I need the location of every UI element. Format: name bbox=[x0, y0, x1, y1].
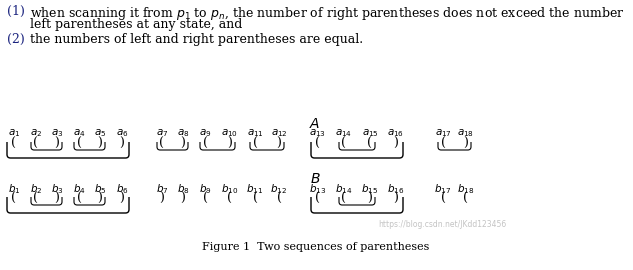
Text: $b_{18}$: $b_{18}$ bbox=[457, 182, 475, 196]
Text: $a_1$: $a_1$ bbox=[8, 127, 20, 139]
Text: $b_9$: $b_9$ bbox=[199, 182, 211, 196]
Text: $a_{12}$: $a_{12}$ bbox=[270, 127, 287, 139]
Text: (: ( bbox=[11, 192, 16, 205]
Text: $a_{14}$: $a_{14}$ bbox=[335, 127, 353, 139]
Text: $a_{16}$: $a_{16}$ bbox=[387, 127, 404, 139]
Text: $a_3$: $a_3$ bbox=[51, 127, 63, 139]
Text: ): ) bbox=[120, 137, 125, 150]
Text: $a_5$: $a_5$ bbox=[94, 127, 106, 139]
Text: $a_8$: $a_8$ bbox=[177, 127, 189, 139]
Text: ): ) bbox=[180, 192, 185, 205]
Text: $b_6$: $b_6$ bbox=[116, 182, 128, 196]
Text: ): ) bbox=[97, 137, 103, 150]
Text: ): ) bbox=[54, 137, 60, 150]
Text: $a_{11}$: $a_{11}$ bbox=[246, 127, 263, 139]
Text: (: ( bbox=[463, 192, 468, 205]
Text: (: ( bbox=[203, 192, 208, 205]
Text: $b_{13}$: $b_{13}$ bbox=[310, 182, 327, 196]
Text: (: ( bbox=[315, 192, 320, 205]
Text: (: ( bbox=[441, 192, 446, 205]
Text: (: ( bbox=[253, 192, 258, 205]
Text: ): ) bbox=[160, 192, 165, 205]
Text: $b_1$: $b_1$ bbox=[8, 182, 20, 196]
Text: left parentheses at any state, and: left parentheses at any state, and bbox=[30, 18, 242, 31]
Text: (: ( bbox=[11, 137, 16, 150]
Text: (: ( bbox=[77, 137, 82, 150]
Text: $a_7$: $a_7$ bbox=[156, 127, 168, 139]
Text: the numbers of left and right parentheses are equal.: the numbers of left and right parenthese… bbox=[30, 33, 363, 46]
Text: (2): (2) bbox=[7, 33, 25, 46]
Text: (: ( bbox=[441, 137, 446, 150]
Text: (: ( bbox=[368, 137, 372, 150]
Text: (: ( bbox=[77, 192, 82, 205]
Text: ): ) bbox=[394, 137, 398, 150]
Text: $a_{15}$: $a_{15}$ bbox=[361, 127, 379, 139]
Text: (: ( bbox=[34, 137, 39, 150]
Text: $a_2$: $a_2$ bbox=[30, 127, 42, 139]
Text: ): ) bbox=[227, 137, 232, 150]
Text: $B$: $B$ bbox=[310, 172, 320, 186]
Text: ): ) bbox=[180, 137, 185, 150]
Text: (: ( bbox=[227, 192, 232, 205]
Text: ): ) bbox=[463, 137, 468, 150]
Text: ): ) bbox=[368, 192, 372, 205]
Text: $a_4$: $a_4$ bbox=[73, 127, 85, 139]
Text: ): ) bbox=[277, 137, 282, 150]
Text: $a_6$: $a_6$ bbox=[116, 127, 128, 139]
Text: (1): (1) bbox=[7, 5, 25, 18]
Text: $b_7$: $b_7$ bbox=[156, 182, 168, 196]
Text: Figure 1  Two sequences of parentheses: Figure 1 Two sequences of parentheses bbox=[203, 242, 430, 252]
Text: $b_{10}$: $b_{10}$ bbox=[222, 182, 239, 196]
Text: $b_{11}$: $b_{11}$ bbox=[246, 182, 263, 196]
Text: $A$: $A$ bbox=[310, 117, 321, 131]
Text: https://blog.csdn.net/JKdd123456: https://blog.csdn.net/JKdd123456 bbox=[378, 220, 506, 229]
Text: $b_5$: $b_5$ bbox=[94, 182, 106, 196]
Text: (: ( bbox=[341, 137, 346, 150]
Text: ): ) bbox=[120, 192, 125, 205]
Text: $b_{14}$: $b_{14}$ bbox=[335, 182, 353, 196]
Text: $b_4$: $b_4$ bbox=[73, 182, 85, 196]
Text: ): ) bbox=[394, 192, 398, 205]
Text: $b_{16}$: $b_{16}$ bbox=[387, 182, 404, 196]
Text: $a_{18}$: $a_{18}$ bbox=[458, 127, 475, 139]
Text: $b_2$: $b_2$ bbox=[30, 182, 42, 196]
Text: $b_8$: $b_8$ bbox=[177, 182, 189, 196]
Text: ): ) bbox=[97, 192, 103, 205]
Text: $a_{17}$: $a_{17}$ bbox=[434, 127, 451, 139]
Text: when scanning it from $p_1$ to $p_n$, the number of right parentheses does not e: when scanning it from $p_1$ to $p_n$, th… bbox=[30, 5, 625, 22]
Text: $b_{12}$: $b_{12}$ bbox=[270, 182, 287, 196]
Text: (: ( bbox=[203, 137, 208, 150]
Text: (: ( bbox=[160, 137, 165, 150]
Text: (: ( bbox=[341, 192, 346, 205]
Text: (: ( bbox=[315, 137, 320, 150]
Text: $b_{17}$: $b_{17}$ bbox=[434, 182, 451, 196]
Text: $a_9$: $a_9$ bbox=[199, 127, 211, 139]
Text: ): ) bbox=[54, 192, 60, 205]
Text: $b_{15}$: $b_{15}$ bbox=[361, 182, 379, 196]
Text: (: ( bbox=[34, 192, 39, 205]
Text: $a_{13}$: $a_{13}$ bbox=[310, 127, 327, 139]
Text: (: ( bbox=[253, 137, 258, 150]
Text: $a_{10}$: $a_{10}$ bbox=[222, 127, 239, 139]
Text: (: ( bbox=[277, 192, 282, 205]
Text: $b_3$: $b_3$ bbox=[51, 182, 63, 196]
